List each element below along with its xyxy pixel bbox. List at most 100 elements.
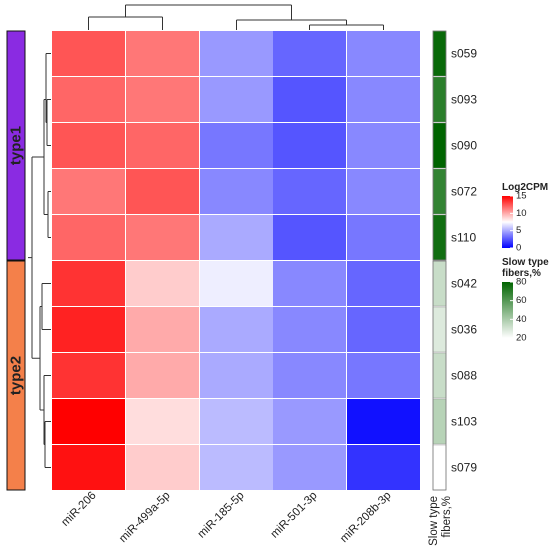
heatmap-cell — [200, 215, 273, 260]
heatmap-cell — [273, 445, 346, 490]
heatmap-cell — [347, 353, 420, 398]
heatmap-cell — [347, 399, 420, 444]
row-label: s036 — [451, 323, 477, 337]
heatmap-cell — [52, 31, 125, 76]
annotation-group-outline — [432, 30, 447, 261]
log2cpm-tick-label: 10 — [516, 208, 527, 219]
heatmap-cell — [273, 31, 346, 76]
heatmap-cells — [52, 31, 420, 490]
row-label: s103 — [451, 415, 477, 429]
row-label: s079 — [451, 461, 477, 475]
heatmap-cell — [52, 77, 125, 122]
annotation-column-label: fibers,% — [441, 496, 453, 538]
annotation-cell — [432, 352, 447, 399]
heatmap-cell — [52, 399, 125, 444]
log2cpm-tick-label: 15 — [516, 191, 527, 202]
slow-fiber-tick-label: 40 — [516, 314, 527, 325]
row-label: s093 — [451, 93, 477, 107]
row-label: s088 — [451, 369, 477, 383]
heatmap-cell — [52, 169, 125, 214]
row-label: s042 — [451, 277, 477, 291]
heatmap-cell — [126, 215, 199, 260]
annotation-cell — [432, 168, 447, 215]
heatmap-cell — [273, 261, 346, 306]
heatmap-cell — [200, 445, 273, 490]
heatmap-cell — [347, 307, 420, 352]
column-label: miR-208b-3p — [338, 490, 393, 545]
group-label-type2: type2 — [8, 356, 25, 395]
heatmap-cell — [52, 353, 125, 398]
annotation-cell — [432, 306, 447, 353]
log2cpm-tick-label: 0 — [516, 243, 521, 254]
annotation-cell — [432, 122, 447, 169]
heatmap-cell — [273, 399, 346, 444]
heatmap-cell — [126, 31, 199, 76]
heatmap-cell — [126, 353, 199, 398]
slow-fiber-tick-label: 60 — [516, 295, 527, 306]
column-labels: miR-206 miR-499a-5p miR-185-5p miR-501-3p mi… — [59, 490, 453, 546]
heatmap-cell — [200, 307, 273, 352]
heatmap-cell — [126, 307, 199, 352]
heatmap-cell — [52, 445, 125, 490]
heatmap-cell — [126, 169, 199, 214]
annotation-cell — [432, 30, 447, 77]
row-label: s110 — [451, 231, 476, 245]
heatmap-cell — [126, 261, 199, 306]
group-bar-type1 — [6, 30, 26, 261]
heatmap-cell — [347, 261, 420, 306]
heatmap-cell — [52, 123, 125, 168]
slow-fiber-legend-title: fibers,% — [502, 268, 541, 279]
heatmap-cell — [347, 445, 420, 490]
row-group-bars: type1 type2 — [6, 30, 26, 491]
heatmap-cell — [273, 77, 346, 122]
heatmap-cell — [273, 169, 346, 214]
row-label: s059 — [451, 47, 477, 61]
heatmap-cell — [347, 31, 420, 76]
column-dendrogram — [88, 4, 384, 30]
heatmap-cell — [52, 215, 125, 260]
heatmap-cell — [273, 215, 346, 260]
heatmap-cell — [52, 261, 125, 306]
log2cpm-legend-title: Log2CPM — [502, 182, 548, 193]
slow-fiber-tick-label: 20 — [516, 333, 527, 344]
annotation-cell — [432, 398, 447, 445]
row-labels: s059 s093 s090 s072 s110 s042 s036 s088 s103 s079 — [451, 47, 477, 475]
slow-fiber-gradient-bar — [502, 282, 513, 338]
heatmap-cell — [273, 307, 346, 352]
column-label: miR-206 — [59, 490, 98, 529]
row-dendrogram — [28, 53, 51, 468]
heatmap-cell — [126, 123, 199, 168]
annotation-cell — [432, 76, 447, 123]
heatmap-cell — [347, 215, 420, 260]
column-label: miR-499a-5p — [117, 490, 172, 545]
heatmap-cell — [126, 77, 199, 122]
heatmap-cell — [347, 123, 420, 168]
row-label: s072 — [451, 185, 477, 199]
heatmap-cell — [126, 445, 199, 490]
heatmap-cell — [273, 353, 346, 398]
row-label: s090 — [451, 139, 477, 153]
slow-fiber-legend-title: Slow type — [502, 257, 549, 268]
column-label: miR-501-3p — [269, 490, 320, 541]
annotation-group-outline — [432, 260, 447, 491]
heatmap-cell — [200, 399, 273, 444]
heatmap-cell — [200, 123, 273, 168]
heatmap-cell — [200, 261, 273, 306]
heatmap-cell — [200, 353, 273, 398]
annotation-cell — [432, 444, 447, 491]
heatmap-cell — [347, 169, 420, 214]
log2cpm-tick-label: 5 — [516, 225, 521, 236]
heatmap-cell — [52, 307, 125, 352]
heatmap-cell — [200, 77, 273, 122]
slow-fiber-annotation-column — [432, 30, 447, 491]
heatmap-cell — [126, 399, 199, 444]
column-label: miR-185-5p — [196, 490, 247, 541]
heatmap-cell — [347, 77, 420, 122]
heatmap-cell — [200, 31, 273, 76]
annotation-cell — [432, 260, 447, 307]
group-bar-type2 — [6, 260, 26, 491]
annotation-column-label: Slow type — [428, 496, 440, 546]
